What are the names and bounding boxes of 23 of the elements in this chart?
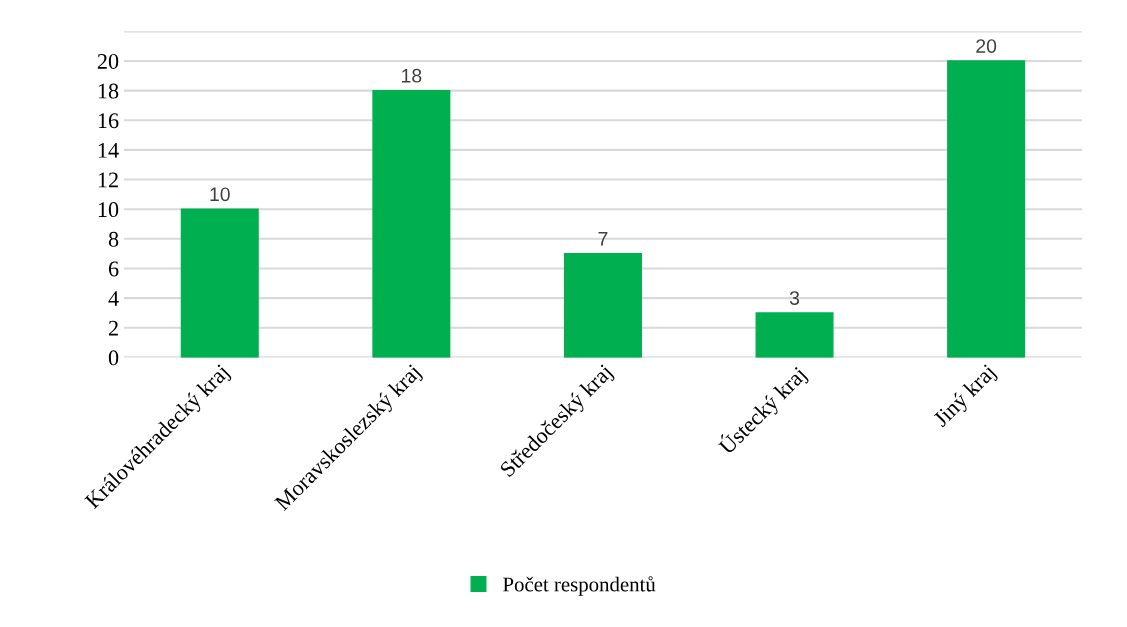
bar xyxy=(755,312,834,358)
data-label: 18 xyxy=(402,68,422,83)
data-label: 3 xyxy=(789,291,800,305)
bar xyxy=(947,60,1026,358)
y-tick-label: 16 xyxy=(98,113,119,129)
bar xyxy=(372,89,451,358)
bar xyxy=(180,208,259,358)
y-tick-label: 20 xyxy=(97,53,119,69)
y-tick-label: 0 xyxy=(108,350,119,366)
y-tick-label: 4 xyxy=(108,291,119,306)
data-label: 20 xyxy=(976,39,997,53)
y-tick-label: 6 xyxy=(108,261,119,277)
data-label: 10 xyxy=(210,187,230,202)
legend-label: Počet respondentů xyxy=(503,576,656,596)
y-tick-label: 2 xyxy=(108,320,118,336)
y-tick-label: 10 xyxy=(98,202,119,218)
data-label: 7 xyxy=(598,232,608,246)
y-tick-label: 12 xyxy=(98,172,118,188)
y-tick-label: 18 xyxy=(98,83,119,99)
bar xyxy=(563,252,642,358)
y-tick-label: 8 xyxy=(108,231,119,247)
y-tick-label: 14 xyxy=(98,142,119,158)
x-tick-label: Jiný kraj xyxy=(931,363,1000,431)
